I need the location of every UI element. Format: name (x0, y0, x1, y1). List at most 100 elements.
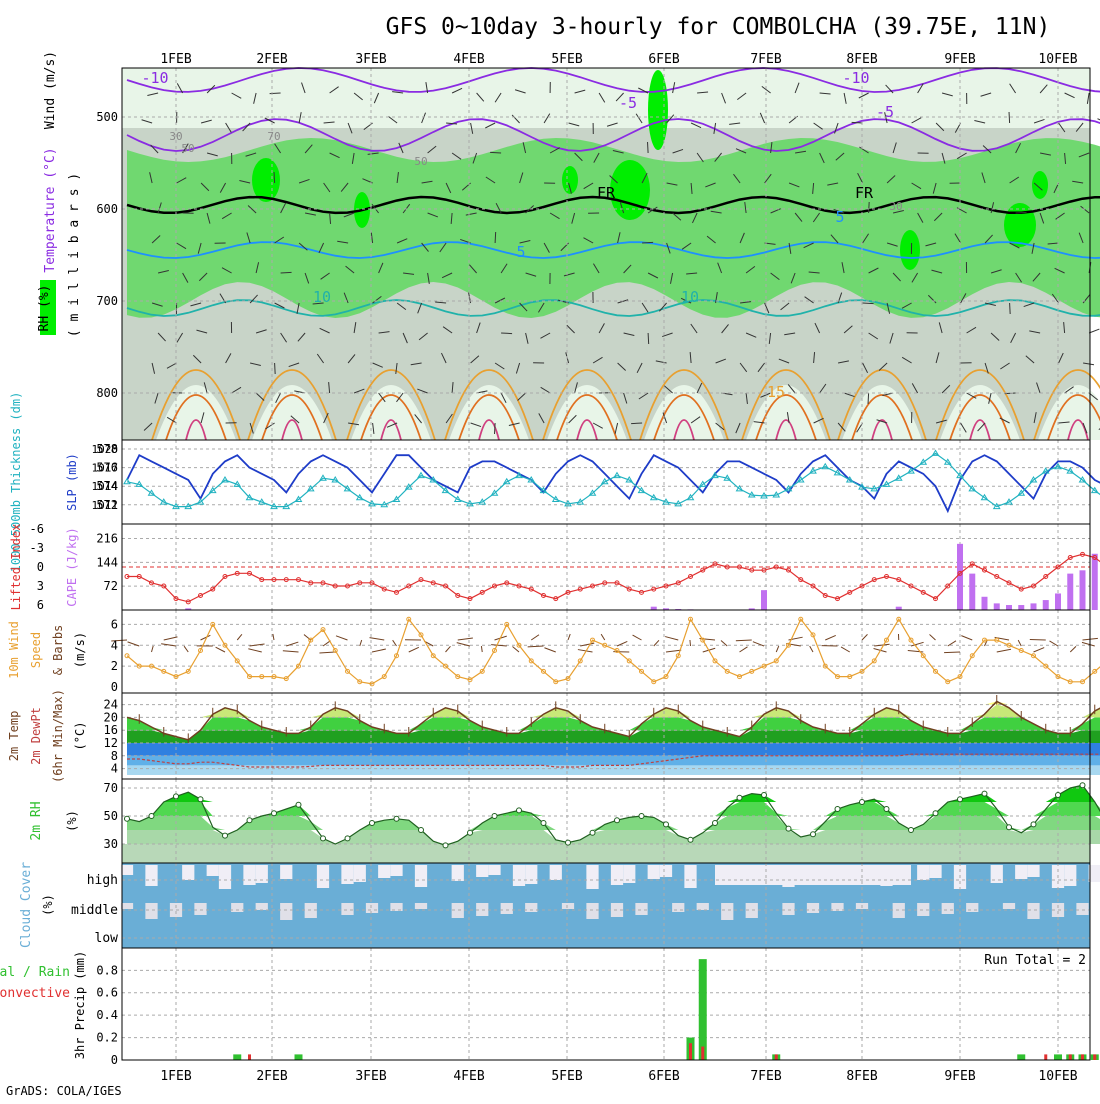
cloud-gap-high (1015, 865, 1027, 879)
ylabel-2m-dewpt: 2m DewPt (29, 707, 43, 765)
contour-label: 5 (835, 208, 844, 226)
rh-marker (517, 808, 522, 813)
cloud-gap-high (929, 865, 941, 878)
rh-marker (443, 843, 448, 848)
ylabel-rh: RH (%) (37, 285, 52, 332)
ylabel-precip: 3hr Precip (mm) (73, 951, 87, 1059)
wind-barb (304, 635, 311, 640)
cloud-gap-high (243, 865, 255, 885)
ylabel-rh-unit: (%) (65, 810, 79, 832)
precip-total-bar (699, 959, 707, 1060)
contour-label: -5 (619, 94, 637, 112)
precip-total-bar (1054, 1054, 1062, 1060)
cloud-gap-middle (721, 903, 733, 920)
wind-barb (1016, 212, 1027, 213)
run-total-label: Run Total = 2 (984, 953, 1086, 968)
wind-barb (648, 142, 649, 153)
cloud-gap-middle (341, 903, 353, 915)
rh-marker (884, 807, 889, 812)
rh-marker (198, 797, 203, 802)
cloud-gap-middle (966, 903, 978, 912)
ylabel-pressure: ( m i l l i b a r s ) (67, 173, 82, 337)
wind-barb (930, 634, 936, 640)
rh-saturated-area (1004, 203, 1036, 247)
precip-conv-bar (1081, 1054, 1084, 1060)
wind-barb (648, 333, 649, 344)
temp-band (127, 743, 1100, 756)
cloud-gap-middle (145, 903, 157, 919)
rh-marker (296, 802, 301, 807)
date-label-bottom: 7FEB (750, 1069, 781, 1084)
cloud-gap-middle (1076, 903, 1088, 915)
cloud-gap-high (219, 865, 231, 889)
date-label-top: 7FEB (750, 52, 781, 67)
cape-bar (1067, 574, 1073, 610)
cloud-gap-high (648, 865, 660, 879)
rh-marker (1080, 783, 1085, 788)
cloud-gap-high (317, 865, 329, 888)
li-tick: 6 (37, 598, 44, 612)
cloud-gap-middle (807, 903, 819, 913)
rh-tick: 50 (104, 809, 118, 823)
cloud-gap-high (452, 865, 464, 881)
rh-marker (541, 821, 546, 826)
ylabel-cloud-unit: (%) (41, 894, 55, 916)
cape-bar (1018, 605, 1024, 610)
wind-barb (270, 93, 281, 94)
cloud-gap-middle (1027, 903, 1039, 919)
wind-barb (852, 122, 863, 123)
wind-barb (961, 636, 972, 640)
rh-marker (786, 826, 791, 831)
cloud-gap-middle (194, 903, 206, 915)
cloud-gap-middle (562, 903, 574, 909)
pressure-tick: 800 (96, 386, 118, 400)
wind-barb (631, 423, 642, 424)
slp-tick: 1014 (92, 480, 119, 493)
date-label-top: 3FEB (355, 52, 386, 67)
wind-barb (633, 635, 642, 640)
wind-barb (825, 635, 835, 640)
rh-tick: 30 (104, 837, 118, 851)
cape-bar (982, 597, 988, 610)
ylabel-slp: SLP (mb) (65, 453, 79, 511)
cloud-gap-high (378, 865, 390, 878)
contour-label: 15 (767, 383, 785, 401)
slp-tick: 1017 (92, 462, 119, 475)
cloud-level-label: high (87, 873, 118, 888)
rh-marker (590, 830, 595, 835)
rh-marker (419, 828, 424, 833)
rh-marker (149, 814, 154, 819)
wind-barb (495, 232, 496, 243)
cape-bar (957, 544, 963, 610)
date-label-bottom: 8FEB (846, 1069, 877, 1084)
wind-barb (997, 649, 1011, 652)
wind-barb (319, 652, 335, 653)
wind-barb (360, 640, 362, 646)
contour-label: 5 (516, 243, 525, 261)
ylabel-minmax: (6hr Min/Max) (51, 689, 65, 783)
wind-barb (531, 635, 539, 640)
rh-marker (737, 795, 742, 800)
precip-frame (122, 948, 1090, 1060)
cloud-gap-high (550, 865, 562, 880)
temp-tick: 4 (111, 762, 118, 776)
cape-bar (1006, 605, 1012, 610)
cloud-gap-high (145, 865, 157, 886)
wind-tick: 0 (111, 680, 118, 694)
cloud-gap-middle (782, 903, 794, 915)
wind-barb (736, 640, 752, 641)
cloud-gap-high (341, 865, 353, 884)
pressure-tick: 500 (96, 110, 118, 124)
ylabel-precip-total: Total / Rain (0, 965, 70, 980)
cape-bar (1043, 600, 1049, 610)
precip-conv-bar (1093, 1054, 1096, 1060)
wind-barb (810, 646, 813, 652)
slp-frame (122, 440, 1090, 524)
cape-bar (1080, 570, 1086, 610)
rh-marker (639, 814, 644, 819)
rh-tick: 70 (104, 781, 118, 795)
